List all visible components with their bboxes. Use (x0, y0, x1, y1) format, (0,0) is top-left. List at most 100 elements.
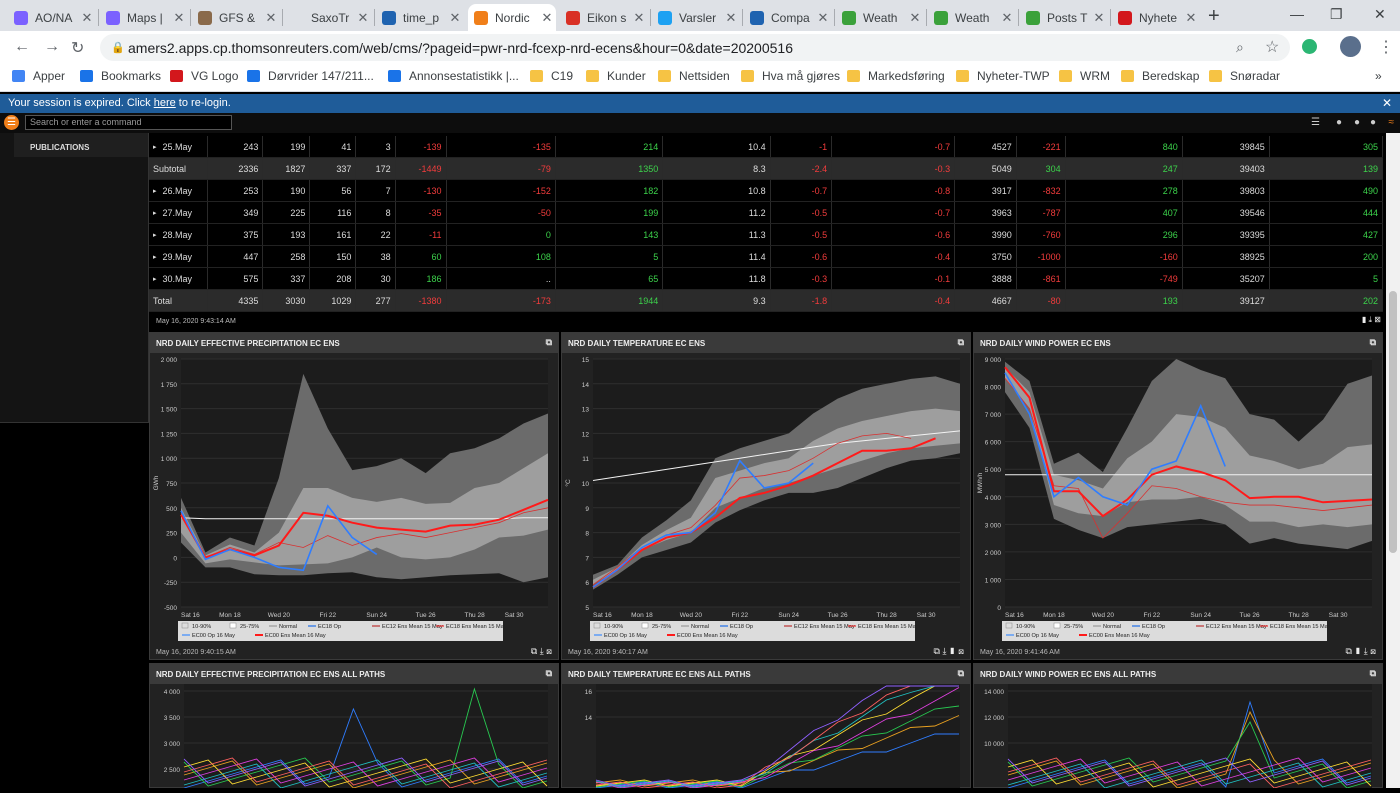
browser-tab[interactable]: Eikon s ✕ (560, 4, 648, 31)
browser-tab[interactable]: Weath ✕ (928, 4, 1016, 31)
more-bookmarks-icon[interactable]: » (1375, 69, 1382, 83)
popout-icon[interactable]: ⧉ (545, 337, 552, 347)
ensemble-path (595, 685, 959, 789)
close-window-icon[interactable]: ✕ (1374, 6, 1386, 22)
expand-icon[interactable]: ▸ (153, 231, 157, 239)
popout-icon[interactable]: ⧉ (957, 668, 964, 678)
forward-icon[interactable]: → (44, 38, 60, 55)
table-cell: 116 (310, 202, 357, 223)
bookmark-item[interactable]: Nyheter-TWP (956, 69, 1050, 83)
expand-icon[interactable]: ▸ (153, 209, 157, 217)
expand-icon[interactable]: ▸ (153, 187, 157, 195)
close-icon[interactable]: ✕ (1381, 96, 1392, 110)
precip-paths-chart: 4 000 3 500 3 000 2 500 (164, 684, 548, 789)
table-row[interactable]: ▸ 30.May 575 337 208 30 186.. 65 11.8 -0.3 -0.1 388… (149, 268, 1383, 290)
close-tab-icon[interactable]: ✕ (725, 9, 737, 25)
table-row[interactable]: ▸ 29.May 447 258 150 38 60 108 5 11.4 -0.6 -0.4 3750… (149, 246, 1383, 268)
close-tab-icon[interactable]: ✕ (81, 9, 93, 25)
close-tab-icon[interactable]: ✕ (357, 9, 369, 25)
tab-label: Weath (955, 10, 990, 25)
close-tab-icon[interactable]: ✕ (633, 9, 645, 25)
url-field[interactable]: 🔒 amers2.apps.cp.thomsonreuters.com/web/… (100, 34, 1290, 61)
bookmark-item[interactable]: Hva må gjøres (741, 69, 840, 83)
app-logo-icon[interactable]: ☰ (4, 115, 19, 130)
table-tools[interactable]: ▮ ⤓ ⊠ (1361, 315, 1381, 324)
new-tab-icon[interactable]: + (1208, 5, 1220, 27)
page-scrollbar[interactable] (1386, 133, 1400, 788)
bookmark-item[interactable]: WRM (1059, 69, 1110, 83)
close-tab-icon[interactable]: ✕ (265, 9, 277, 25)
chat-icon[interactable]: ● (1353, 117, 1360, 128)
browser-tab[interactable]: SaxoTr ✕ (284, 4, 372, 31)
bookmark-item[interactable]: Nettsiden (658, 69, 730, 83)
relogin-link[interactable]: here (153, 97, 176, 109)
x-tick-label: Sun 24 (366, 612, 387, 619)
browser-tab[interactable]: GFS & ✕ (192, 4, 280, 31)
bookmark-item[interactable]: VG Logo (170, 69, 238, 83)
bookmark-item[interactable]: Markedsføring (847, 69, 945, 83)
browser-tab[interactable]: Weath ✕ (836, 4, 924, 31)
table-cell: 190 (263, 180, 311, 201)
bookmark-item[interactable]: Beredskap (1121, 69, 1199, 83)
browser-tab[interactable]: Compa ✕ (744, 4, 832, 31)
browser-tab[interactable]: time_p ✕ (376, 4, 464, 31)
expand-icon[interactable]: ▸ (153, 143, 157, 151)
avatar[interactable] (1340, 36, 1361, 57)
grammarly-icon[interactable] (1302, 39, 1317, 54)
table-row[interactable]: ▸ 28.May 375 193 161 22 -11 0 143 11.3 -0.5 -0.6 399… (149, 224, 1383, 246)
bookmark-item[interactable]: Apper (12, 69, 65, 83)
minimize-icon[interactable]: — (1290, 6, 1304, 22)
bookmark-item[interactable]: Annonsestatistikk |... (388, 69, 519, 83)
panel-tools[interactable]: ⧉ ▮ ⤓ ⊠ (1345, 646, 1376, 656)
close-tab-icon[interactable]: ✕ (1185, 9, 1197, 25)
menu-icon[interactable]: ⋮ (1378, 39, 1394, 56)
close-tab-icon[interactable]: ✕ (541, 9, 553, 25)
bookmark-item[interactable]: Bookmarks (80, 69, 161, 83)
browser-tab[interactable]: AO/NA ✕ (8, 4, 96, 31)
expand-icon[interactable]: ▸ (153, 275, 157, 283)
close-tab-icon[interactable]: ✕ (1093, 9, 1105, 25)
browser-tab[interactable]: Varsler ✕ (652, 4, 740, 31)
publications-item[interactable]: PUBLICATIONS (14, 133, 148, 157)
x-tick-label: Mon 18 (219, 612, 241, 619)
table-row[interactable]: ▸ 26.May 253 190 56 7 -130 -152 182 10.8 -0.7 -0.8 3… (149, 180, 1383, 202)
browser-tab[interactable]: Nyhete ✕ (1112, 4, 1200, 31)
list-icon[interactable]: ☰ (1311, 117, 1320, 128)
browser-tab[interactable]: Posts T ✕ (1020, 4, 1108, 31)
popout-icon[interactable]: ⧉ (545, 668, 552, 678)
command-input[interactable]: Search or enter a command (25, 115, 232, 130)
close-tab-icon[interactable]: ✕ (173, 9, 185, 25)
scrollbar-thumb[interactable] (1389, 291, 1397, 553)
table-cell: 4335 (208, 290, 264, 311)
browser-tab[interactable]: Maps | ✕ (100, 4, 188, 31)
panel-tools[interactable]: ⧉ ⤓ ⊠ (530, 646, 552, 656)
user-icon[interactable]: ● (1335, 117, 1342, 128)
star-icon[interactable]: ☆ (1265, 39, 1280, 56)
popout-icon[interactable]: ⧉ (1369, 337, 1376, 347)
table-row[interactable]: ▸ 27.May 349 225 116 8 -35 -50 199 11.2 -0.5 -0.7 39… (149, 202, 1383, 224)
bookmark-item[interactable]: Kunder (586, 69, 646, 83)
expand-icon[interactable]: ▸ (153, 253, 157, 261)
close-tab-icon[interactable]: ✕ (1001, 9, 1013, 25)
popout-icon[interactable]: ⧉ (957, 337, 964, 347)
table-row[interactable]: Total 4335 3030 1029 277 -1380 -173 1944 9.3 -1.8… (149, 290, 1383, 312)
close-tab-icon[interactable]: ✕ (449, 9, 461, 25)
back-icon[interactable]: ← (14, 38, 30, 55)
table-cell: 161 (310, 224, 357, 245)
table-row[interactable]: Subtotal 2336 1827 337 172 -1449 -79 1350 8.3 -2.… (149, 158, 1383, 180)
panel-tools[interactable]: ⧉ ⤓ ▮ ⊠ (933, 646, 964, 656)
bookmark-item[interactable]: Snøradar (1209, 69, 1280, 83)
close-tab-icon[interactable]: ✕ (909, 9, 921, 25)
table-row[interactable]: ▸ 25.May 243 199 41 3 -139 -135 214 10.4 -1 -0.7 452… (149, 136, 1383, 158)
reload-icon[interactable]: ↻ (71, 40, 85, 57)
browser-tab[interactable]: Nordic ✕ (468, 4, 556, 31)
y-tick-label: 7 000 (985, 412, 1002, 419)
close-tab-icon[interactable]: ✕ (817, 9, 829, 25)
bell-icon[interactable]: ● (1369, 117, 1376, 128)
popout-icon[interactable]: ⧉ (1369, 668, 1376, 678)
bookmark-item[interactable]: Dørvrider 147/211... (247, 69, 374, 83)
maximize-icon[interactable]: ❐ (1330, 6, 1343, 22)
bookmark-label: Snøradar (1230, 69, 1281, 83)
bookmark-item[interactable]: C19 (530, 69, 573, 83)
zoom-icon[interactable]: ⌕ (1236, 39, 1244, 55)
